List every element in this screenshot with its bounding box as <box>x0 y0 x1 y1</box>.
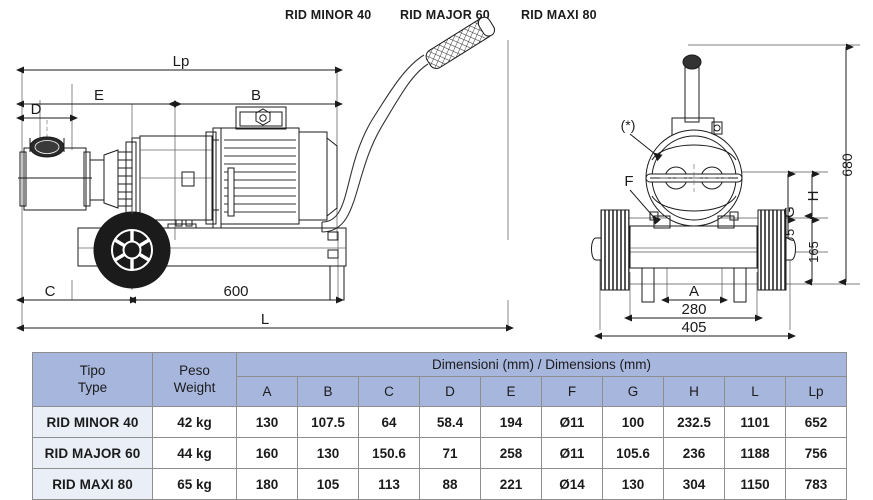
row-type: RID MAJOR 60 <box>32 437 153 469</box>
header-type-it: Tipo <box>79 362 106 378</box>
header-type: Tipo Type <box>32 352 153 407</box>
cell-b: 107.5 <box>297 406 359 438</box>
dim-label-75: 75 <box>782 229 797 243</box>
cell-c: 64 <box>358 406 420 438</box>
cell-f: Ø14 <box>541 468 603 500</box>
table-header-row-1: Tipo Type Peso Weight Dimensioni (mm) / … <box>32 352 848 407</box>
dim-label-280: 280 <box>681 301 706 318</box>
cell-f: Ø11 <box>541 406 603 438</box>
cell-a: 180 <box>236 468 298 500</box>
cell-l: 1188 <box>724 437 786 469</box>
header-col-g: G <box>602 376 664 407</box>
cell-h: 304 <box>663 468 725 500</box>
dim-label-c: C <box>45 283 56 300</box>
header-col-h: H <box>663 376 725 407</box>
dim-label-165: 165 <box>806 241 821 263</box>
table-body: RID MINOR 40 42 kg 130 107.5 64 58.4 194… <box>32 406 848 500</box>
dim-label-a: A <box>689 283 699 300</box>
row-weight: 42 kg <box>152 406 237 438</box>
model-titles: RID MINOR 40 RID MAJOR 60 RID MAXI 80 <box>0 8 873 30</box>
row-type: RID MAXI 80 <box>32 468 153 500</box>
cell-e: 194 <box>480 406 542 438</box>
header-dimensions: Dimensioni (mm) / Dimensions (mm) <box>235 352 848 377</box>
cell-h: 232.5 <box>663 406 725 438</box>
table-head: Tipo Type Peso Weight Dimensioni (mm) / … <box>32 352 848 407</box>
cell-f: Ø11 <box>541 437 603 469</box>
cell-c: 150.6 <box>358 437 420 469</box>
cell-d: 88 <box>419 468 481 500</box>
cell-e: 258 <box>480 437 542 469</box>
header-col-l: L <box>724 376 786 407</box>
header-col-b: B <box>297 376 359 407</box>
model-title-major: RID MAJOR 60 <box>400 8 490 22</box>
dim-label-e: E <box>94 87 104 104</box>
cell-g: 100 <box>602 406 664 438</box>
row-weight: 44 kg <box>152 437 237 469</box>
technical-drawings: Lp E B D C 600 L (*) F A 280 405 H G 75 … <box>16 16 860 340</box>
dim-label-lp: Lp <box>173 53 190 70</box>
header-col-f: F <box>541 376 603 407</box>
header-weight-en: Weight <box>173 379 216 395</box>
header-weight-it: Peso <box>179 362 210 378</box>
dim-label-405: 405 <box>681 319 706 336</box>
dim-label-f: F <box>624 173 633 190</box>
dim-label-g: G <box>781 206 798 218</box>
dim-label-h: H <box>805 191 822 202</box>
dim-label-b: B <box>251 87 261 104</box>
row-weight: 65 kg <box>152 468 237 500</box>
dim-label-d: D <box>31 101 42 118</box>
dim-label-680: 680 <box>839 153 855 177</box>
dimensions-table: Tipo Type Peso Weight Dimensioni (mm) / … <box>32 352 848 500</box>
header-col-e: E <box>480 376 542 407</box>
cell-b: 130 <box>297 437 359 469</box>
header-col-c: C <box>358 376 420 407</box>
cell-lp: 783 <box>784 468 848 500</box>
cell-c: 113 <box>358 468 420 500</box>
dim-label-l: L <box>261 311 269 328</box>
cell-g: 105.6 <box>602 437 664 469</box>
table-row: RID MINOR 40 42 kg 130 107.5 64 58.4 194… <box>32 406 848 438</box>
header-col-a: A <box>236 376 298 407</box>
model-title-maxi: RID MAXI 80 <box>521 8 597 22</box>
header-col-d: D <box>419 376 481 407</box>
cell-a: 130 <box>236 406 298 438</box>
dim-label-600: 600 <box>223 283 248 300</box>
cell-e: 221 <box>480 468 542 500</box>
table-row: RID MAXI 80 65 kg 180 105 113 88 221 Ø14… <box>32 468 848 500</box>
cell-l: 1150 <box>724 468 786 500</box>
row-type: RID MINOR 40 <box>32 406 153 438</box>
cell-d: 58.4 <box>419 406 481 438</box>
cell-l: 1101 <box>724 406 786 438</box>
header-col-lp: Lp <box>784 376 848 407</box>
model-title-minor: RID MINOR 40 <box>285 8 372 22</box>
cell-h: 236 <box>663 437 725 469</box>
header-weight: Peso Weight <box>152 352 237 407</box>
header-type-en: Type <box>77 379 108 395</box>
cell-d: 71 <box>419 437 481 469</box>
table-row: RID MAJOR 60 44 kg 160 130 150.6 71 258 … <box>32 437 848 469</box>
cell-a: 160 <box>236 437 298 469</box>
cell-lp: 756 <box>784 437 848 469</box>
cell-b: 105 <box>297 468 359 500</box>
cell-g: 130 <box>602 468 664 500</box>
note-asterisk: (*) <box>621 117 636 133</box>
cell-lp: 652 <box>784 406 848 438</box>
